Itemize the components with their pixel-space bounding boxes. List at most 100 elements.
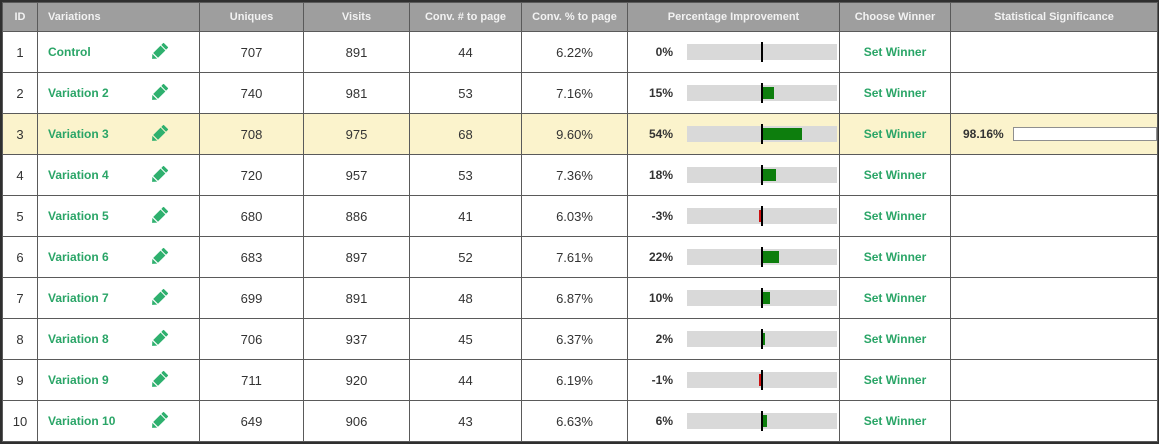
uniques-value: 649 [199, 400, 304, 442]
improvement-percent-label: 18% [648, 168, 673, 182]
improvement-bar-fill [763, 87, 774, 99]
conversions-value: 48 [409, 277, 522, 319]
conversions-value: 44 [409, 31, 522, 73]
uniques-value: 706 [199, 318, 304, 360]
set-winner-button[interactable]: Set Winner [863, 45, 927, 59]
set-winner-button[interactable]: Set Winner [863, 332, 927, 346]
conversions-value: 41 [409, 195, 522, 237]
edit-pencil-icon[interactable] [149, 288, 169, 308]
row-id: 8 [2, 318, 38, 360]
improvement-zero-tick [761, 370, 763, 390]
improvement-zero-tick [761, 165, 763, 185]
visits-value: 897 [303, 236, 410, 278]
set-winner-button[interactable]: Set Winner [863, 291, 927, 305]
edit-pencil-icon[interactable] [149, 411, 169, 431]
edit-pencil-icon[interactable] [149, 165, 169, 185]
conversion-rate-value: 6.22% [521, 31, 628, 73]
conversions-value: 68 [409, 113, 522, 155]
edit-pencil-icon[interactable] [149, 83, 169, 103]
variation-name-link[interactable]: Variation 9 [48, 373, 109, 387]
table-row: 1 Control 707 891 44 6.22% [2, 31, 1158, 73]
col-header-uniques: Uniques [199, 2, 304, 32]
visits-value: 891 [303, 31, 410, 73]
table-row: 10 Variation 10 649 906 43 6.63% [2, 400, 1158, 442]
variation-name-link[interactable]: Control [48, 45, 91, 59]
table-row: 4 Variation 4 720 957 53 7.36% [2, 154, 1158, 196]
conversion-rate-value: 6.19% [521, 359, 628, 401]
edit-pencil-icon[interactable] [149, 370, 169, 390]
variation-name-link[interactable]: Variation 6 [48, 250, 109, 264]
visits-value: 981 [303, 72, 410, 114]
variation-name-link[interactable]: Variation 3 [48, 127, 109, 141]
improvement-zero-tick [761, 247, 763, 267]
uniques-value: 707 [199, 31, 304, 73]
improvement-zero-tick [761, 124, 763, 144]
conversions-value: 52 [409, 236, 522, 278]
edit-pencil-icon[interactable] [149, 124, 169, 144]
conversions-value: 45 [409, 318, 522, 360]
table-row: 3 Variation 3 708 975 68 9.60% [2, 113, 1158, 155]
improvement-bar-fill [763, 333, 765, 345]
set-winner-button[interactable]: Set Winner [863, 86, 927, 100]
col-header-improvement: Percentage Improvement [627, 2, 840, 32]
edit-pencil-icon[interactable] [149, 247, 169, 267]
set-winner-button[interactable]: Set Winner [863, 373, 927, 387]
uniques-value: 708 [199, 113, 304, 155]
improvement-bar [687, 411, 837, 431]
improvement-percent-label: -3% [651, 209, 673, 223]
improvement-bar [687, 206, 837, 226]
table-row: 9 Variation 9 711 920 44 6.19% [2, 359, 1158, 401]
visits-value: 957 [303, 154, 410, 196]
significance-bar [1012, 127, 1157, 141]
set-winner-button[interactable]: Set Winner [863, 250, 927, 264]
edit-pencil-icon[interactable] [149, 42, 169, 62]
improvement-zero-tick [761, 42, 763, 62]
conversions-value: 43 [409, 400, 522, 442]
improvement-percent-label: 2% [655, 332, 673, 346]
row-id: 10 [2, 400, 38, 442]
visits-value: 920 [303, 359, 410, 401]
conversion-rate-value: 7.61% [521, 236, 628, 278]
set-winner-button[interactable]: Set Winner [863, 209, 927, 223]
uniques-value: 680 [199, 195, 304, 237]
col-header-variations: Variations [37, 2, 200, 32]
visits-value: 975 [303, 113, 410, 155]
uniques-value: 720 [199, 154, 304, 196]
uniques-value: 740 [199, 72, 304, 114]
uniques-value: 683 [199, 236, 304, 278]
conversion-rate-value: 6.03% [521, 195, 628, 237]
col-header-conv-pct: Conv. % to page [521, 2, 628, 32]
variation-name-link[interactable]: Variation 5 [48, 209, 109, 223]
set-winner-button[interactable]: Set Winner [863, 168, 927, 182]
improvement-bar-fill [759, 210, 761, 222]
variation-name-link[interactable]: Variation 8 [48, 332, 109, 346]
conversion-rate-value: 6.37% [521, 318, 628, 360]
variation-name-link[interactable]: Variation 7 [48, 291, 109, 305]
col-header-visits: Visits [303, 2, 410, 32]
set-winner-button[interactable]: Set Winner [863, 414, 927, 428]
improvement-bar [687, 370, 837, 390]
improvement-percent-label: 0% [655, 45, 673, 59]
improvement-bar [687, 165, 837, 185]
row-id: 3 [2, 113, 38, 155]
conversion-rate-value: 7.36% [521, 154, 628, 196]
col-header-id: ID [2, 2, 38, 32]
row-id: 1 [2, 31, 38, 73]
table-row: 7 Variation 7 699 891 48 6.87% [2, 277, 1158, 319]
variation-name-link[interactable]: Variation 4 [48, 168, 109, 182]
improvement-percent-label: 10% [648, 291, 673, 305]
variation-name-link[interactable]: Variation 2 [48, 86, 109, 100]
set-winner-button[interactable]: Set Winner [863, 127, 927, 141]
table-row: 5 Variation 5 680 886 41 6.03% [2, 195, 1158, 237]
row-id: 7 [2, 277, 38, 319]
improvement-percent-label: 15% [648, 86, 673, 100]
col-header-significance: Statistical Significance [950, 2, 1158, 32]
edit-pencil-icon[interactable] [149, 206, 169, 226]
improvement-zero-tick [761, 411, 763, 431]
edit-pencil-icon[interactable] [149, 329, 169, 349]
row-id: 5 [2, 195, 38, 237]
improvement-bar-fill [763, 169, 776, 181]
row-id: 4 [2, 154, 38, 196]
variation-name-link[interactable]: Variation 10 [48, 414, 116, 428]
